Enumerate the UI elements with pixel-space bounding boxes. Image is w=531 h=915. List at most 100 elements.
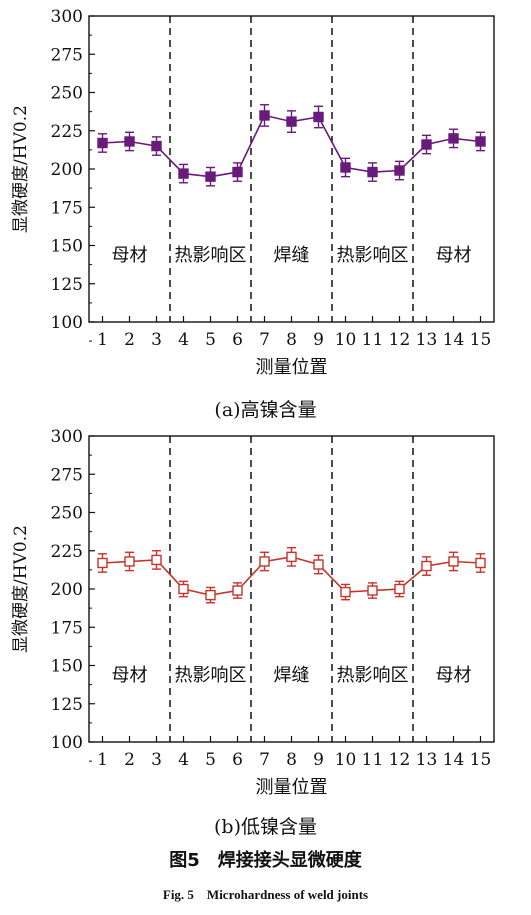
y-tick-label: 150	[51, 657, 83, 677]
region-label: 焊缝	[274, 665, 310, 686]
plot-frame	[88, 15, 495, 323]
region-label: 母材	[112, 245, 148, 266]
y-tick-label: 300	[51, 7, 83, 27]
y-tick-label: 275	[51, 45, 83, 65]
x-tick-label: 13	[416, 750, 438, 770]
y-tick-label: 200	[51, 580, 83, 600]
x-tick-label: 5	[205, 750, 216, 770]
x-tick-label: 14	[443, 330, 465, 350]
data-point	[178, 168, 189, 179]
figure-title: 图5 焊接接头显微硬度	[169, 850, 362, 871]
region-label: 焊缝	[274, 245, 310, 266]
y-tick-label: 125	[51, 275, 83, 295]
y-tick-label: 100	[51, 313, 83, 333]
y-axis-label: 显微硬度/HV0.2	[11, 105, 31, 233]
data-point	[340, 162, 351, 173]
data-point	[151, 140, 162, 152]
x-tick-label: 1	[97, 750, 108, 770]
x-tick-label: 7	[259, 750, 270, 770]
y-tick-label: 250	[51, 504, 83, 524]
y-tick-label: 100	[51, 733, 83, 753]
data-point	[367, 166, 378, 178]
data-point	[448, 133, 459, 144]
x-tick-label: 11	[362, 330, 384, 350]
x-tick-label: 9	[313, 330, 324, 350]
x-tick-label: 9	[313, 750, 324, 770]
y-tick-label: 300	[51, 427, 83, 447]
data-point	[475, 136, 486, 147]
x-tick-label: 4	[178, 750, 189, 770]
data-point	[205, 589, 216, 601]
x-tick-label: 15	[470, 330, 492, 350]
y-tick-label: 175	[51, 618, 83, 638]
data-point	[313, 559, 324, 570]
x-tick-label: 10	[335, 750, 357, 770]
x-tick-label: 15	[470, 750, 492, 770]
x-tick-label: 12	[389, 750, 411, 770]
data-point	[259, 110, 270, 121]
y-tick-label: 250	[51, 84, 83, 104]
y-tick-label: 275	[51, 465, 83, 485]
x-axis-label: 测量位置	[256, 777, 328, 798]
data-point	[232, 585, 243, 596]
y-tick-label: 125	[51, 695, 83, 715]
x-tick-label: 7	[259, 330, 270, 350]
region-label: 母材	[436, 245, 472, 266]
data-point	[124, 556, 135, 567]
x-tick-label: 6	[232, 330, 243, 350]
x-tick-label: 1	[97, 330, 108, 350]
data-point	[97, 557, 108, 569]
x-tick-label: 10	[335, 330, 357, 350]
data-point	[448, 556, 459, 567]
data-point	[205, 171, 216, 182]
region-label: 热影响区	[175, 245, 247, 266]
data-point	[286, 116, 297, 127]
data-point	[232, 166, 243, 178]
data-point	[421, 139, 432, 150]
region-label: 热影响区	[175, 665, 247, 686]
x-axis-label: 测量位置	[256, 357, 328, 378]
x-tick-label: 12	[389, 330, 411, 350]
region-label: 母材	[112, 665, 148, 686]
x-tick-label: 13	[416, 330, 438, 350]
data-point	[313, 111, 324, 123]
data-point	[286, 551, 297, 563]
data-point	[475, 557, 486, 569]
x-tick-label: 8	[286, 330, 297, 350]
y-tick-label: 225	[51, 122, 83, 142]
x-tick-label: 2	[124, 330, 135, 350]
data-point	[259, 556, 270, 567]
y-axis-label: 显微硬度/HV0.2	[11, 525, 31, 653]
subtitle-b: (b)低镍含量	[214, 816, 317, 838]
subtitle-a: (a)高镍含量	[214, 399, 317, 421]
data-point	[367, 585, 378, 596]
x-tick-label: 3	[151, 330, 162, 350]
y-tick-label: 225	[51, 542, 83, 562]
data-point	[421, 560, 432, 572]
x-tick-label: 5	[205, 330, 216, 350]
figure-title-en: Fig. 5 Microhardness of weld joints	[162, 887, 369, 902]
data-point	[97, 137, 108, 149]
x-tick-label: 11	[362, 750, 384, 770]
x-tick-label: 8	[286, 750, 297, 770]
x-tick-label: 14	[443, 750, 465, 770]
x-tick-label: 2	[124, 750, 135, 770]
y-tick-label: 150	[51, 237, 83, 257]
x-tick-label: 3	[151, 750, 162, 770]
plot-frame	[88, 435, 495, 743]
y-tick-label: 175	[51, 198, 83, 218]
data-point	[178, 583, 189, 595]
y-tick-label: 200	[51, 160, 83, 180]
data-point	[124, 136, 135, 147]
data-point	[394, 165, 405, 176]
x-tick-label: 4	[178, 330, 189, 350]
region-label: 热影响区	[337, 665, 409, 686]
region-label: 母材	[436, 665, 472, 686]
data-point	[340, 586, 351, 598]
data-point	[394, 583, 405, 595]
x-tick-label: 6	[232, 750, 243, 770]
region-label: 热影响区	[337, 245, 409, 266]
